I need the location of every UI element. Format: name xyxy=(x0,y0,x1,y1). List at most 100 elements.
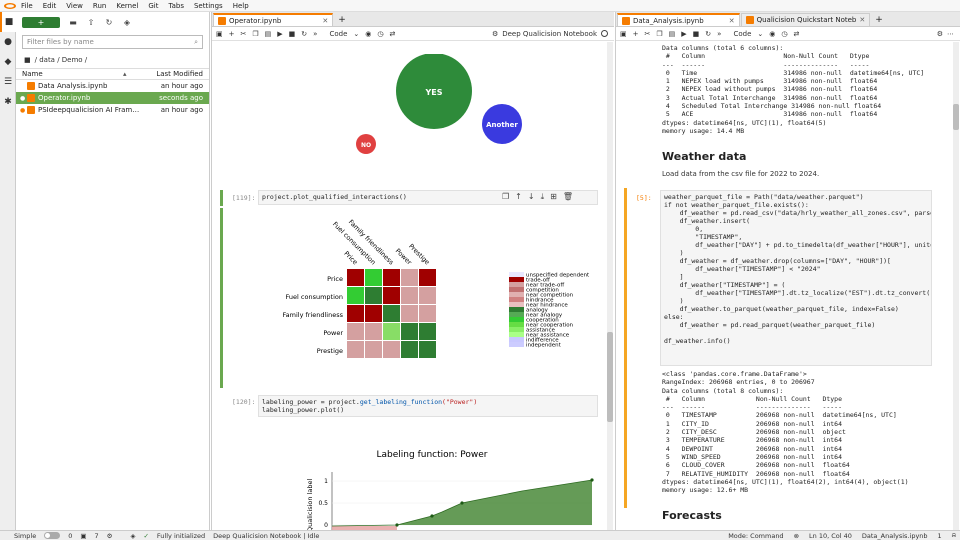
new-launcher-button[interactable]: + xyxy=(22,16,60,28)
code-cell-5[interactable]: weather_parquet_file = Path("data/weathe… xyxy=(660,190,932,366)
file-item[interactable]: ● PSIdeepqualicision AI Framework.i... a… xyxy=(16,104,209,116)
menu-edit[interactable]: Edit xyxy=(42,1,57,10)
simple-mode-toggle[interactable] xyxy=(44,532,61,539)
add-cell-icon[interactable]: + xyxy=(632,29,639,38)
extension-icon[interactable]: ✱ xyxy=(4,97,12,107)
tab-operator[interactable]: Operator.ipynb ✕ xyxy=(213,13,334,26)
output-collapser[interactable] xyxy=(220,208,223,388)
save-icon[interactable]: ▣ xyxy=(620,29,627,38)
more-icon[interactable]: ⋯ xyxy=(947,29,954,38)
move-up-icon[interactable]: ↑ xyxy=(515,192,522,201)
menu-view[interactable]: View xyxy=(66,1,83,10)
chevron-down-icon[interactable]: ⌄ xyxy=(353,29,360,38)
fast-forward-icon[interactable]: » xyxy=(717,29,722,38)
cell-type-select[interactable]: Code xyxy=(329,29,348,38)
file-item[interactable]: Data Analysis.ipynb an hour ago xyxy=(16,80,209,92)
legend-swatch xyxy=(509,322,524,327)
paste-icon[interactable]: ▤ xyxy=(264,29,272,38)
scrollbar[interactable] xyxy=(953,42,959,530)
tab-quickstart[interactable]: Qualicision Quickstart Noteb ✕ xyxy=(740,13,871,26)
run-icon[interactable]: ▶ xyxy=(681,29,687,38)
kernel-indicator[interactable]: ⚙ Deep Qualicision Notebook xyxy=(492,30,608,38)
settings-icon[interactable]: ⚙ xyxy=(491,29,499,38)
clock-icon[interactable]: ◷ xyxy=(377,29,384,38)
refresh-icon[interactable]: ↻ xyxy=(105,17,113,27)
folder-icon[interactable]: ■ xyxy=(0,12,16,32)
new-folder-icon[interactable]: ▬ xyxy=(69,17,77,27)
copy-icon[interactable]: ❐ xyxy=(252,29,259,38)
file-filter-input[interactable]: Filter files by name ⌕ xyxy=(22,35,203,49)
cursor-position[interactable]: Ln 10, Col 40 xyxy=(809,531,852,540)
toc-icon[interactable]: ☰ xyxy=(3,77,13,87)
save-icon[interactable]: ▣ xyxy=(216,29,223,38)
stop-icon[interactable]: ■ xyxy=(288,29,296,38)
menu-help[interactable]: Help xyxy=(232,1,249,10)
scroll-thumb[interactable] xyxy=(607,332,613,422)
add-tab-button[interactable]: + xyxy=(875,14,883,25)
insert-below-icon[interactable]: ⤓ xyxy=(540,192,545,201)
sort-asc-icon[interactable]: ▴ xyxy=(123,70,127,78)
diff-icon[interactable]: ⇄ xyxy=(389,29,396,38)
menu-kernel[interactable]: Kernel xyxy=(116,1,139,10)
git-icon[interactable]: ◆ xyxy=(4,57,12,67)
git-icon[interactable]: ◉ xyxy=(365,29,372,38)
git-clone-icon[interactable]: ◈ xyxy=(123,17,131,27)
menu-file[interactable]: File xyxy=(21,1,33,10)
cell-collapser[interactable] xyxy=(220,190,223,206)
output-line: Data columns (total 6 columns): xyxy=(662,44,784,52)
restart-icon[interactable]: ↻ xyxy=(301,29,308,38)
cell-type-select[interactable]: Code xyxy=(733,29,752,38)
scroll-thumb[interactable] xyxy=(953,104,959,130)
run-icon[interactable]: ▶ xyxy=(277,29,283,38)
settings-icon[interactable]: ⚙ xyxy=(936,29,943,38)
close-icon[interactable]: ✕ xyxy=(322,16,329,25)
stop-icon[interactable]: ■ xyxy=(692,29,700,38)
move-down-icon[interactable]: ↓ xyxy=(527,192,535,201)
close-icon[interactable]: ✕ xyxy=(728,16,735,25)
legend-swatch xyxy=(509,292,524,297)
bubble-no-label: NO xyxy=(361,142,371,149)
cut-icon[interactable]: ✂ xyxy=(644,29,651,38)
heading-weather: Weather data xyxy=(662,150,747,163)
restart-icon[interactable]: ↻ xyxy=(705,29,712,38)
chevron-down-icon[interactable]: ⌄ xyxy=(757,29,764,38)
column-last-modified[interactable]: Last Modified xyxy=(156,70,203,78)
menu-run[interactable]: Run xyxy=(92,1,107,10)
fast-forward-icon[interactable]: » xyxy=(313,29,318,38)
clock-icon[interactable]: ◷ xyxy=(781,29,788,38)
code-line: df_weather["DAY"] + pd.to_timedelta(df_w… xyxy=(664,241,932,249)
duplicate-icon[interactable]: ❐ xyxy=(502,192,510,201)
close-icon[interactable]: ✕ xyxy=(859,16,866,24)
running-icon[interactable]: ● xyxy=(4,37,12,47)
bell-icon[interactable]: ⍾ xyxy=(951,531,956,539)
kernel-indicator[interactable]: ⚙ ⋯ xyxy=(937,30,954,38)
delete-icon[interactable]: 🗑 xyxy=(562,192,573,201)
tab-data-analysis[interactable]: Data_Analysis.ipynb ✕ xyxy=(617,13,740,26)
kernel-count[interactable]: 7 xyxy=(94,531,99,540)
scrollbar[interactable] xyxy=(607,42,613,530)
file-item[interactable]: ● Operator.ipynb seconds ago xyxy=(16,92,209,104)
split-icon[interactable]: ⊞ xyxy=(550,192,557,201)
cut-icon[interactable]: ✂ xyxy=(240,29,247,38)
menu-settings[interactable]: Settings xyxy=(193,1,223,10)
settings-icon[interactable]: ⊗ xyxy=(793,531,800,540)
git-icon[interactable]: ◈ xyxy=(130,531,136,540)
add-cell-icon[interactable]: + xyxy=(228,29,235,38)
breadcrumb-path[interactable]: / data / Demo / xyxy=(34,56,88,64)
copy-icon[interactable]: ❐ xyxy=(656,29,663,38)
kernel-status[interactable]: Deep Qualicision Notebook | Idle xyxy=(213,531,320,540)
menu-git[interactable]: Git xyxy=(148,1,159,10)
folder-icon[interactable]: ■ xyxy=(24,56,31,64)
git-icon[interactable]: ◉ xyxy=(769,29,776,38)
add-tab-button[interactable]: + xyxy=(338,14,346,25)
code-cell-119[interactable]: project.plot_qualified_interactions() xyxy=(258,190,598,205)
upload-icon[interactable]: ⇧ xyxy=(87,17,95,27)
paste-icon[interactable]: ▤ xyxy=(668,29,676,38)
column-name[interactable]: Name xyxy=(22,70,43,78)
cell-collapser[interactable] xyxy=(624,188,627,508)
diff-icon[interactable]: ⇄ xyxy=(793,29,800,38)
labeling-function-plot: Labeling function: Power 1 0.5 0 Qualicision… xyxy=(306,450,594,532)
code-cell-120[interactable]: labeling_power = project.get_labeling_fu… xyxy=(258,395,598,417)
menu-tabs[interactable]: Tabs xyxy=(168,1,184,10)
terminal-count[interactable]: 0 xyxy=(68,531,73,540)
